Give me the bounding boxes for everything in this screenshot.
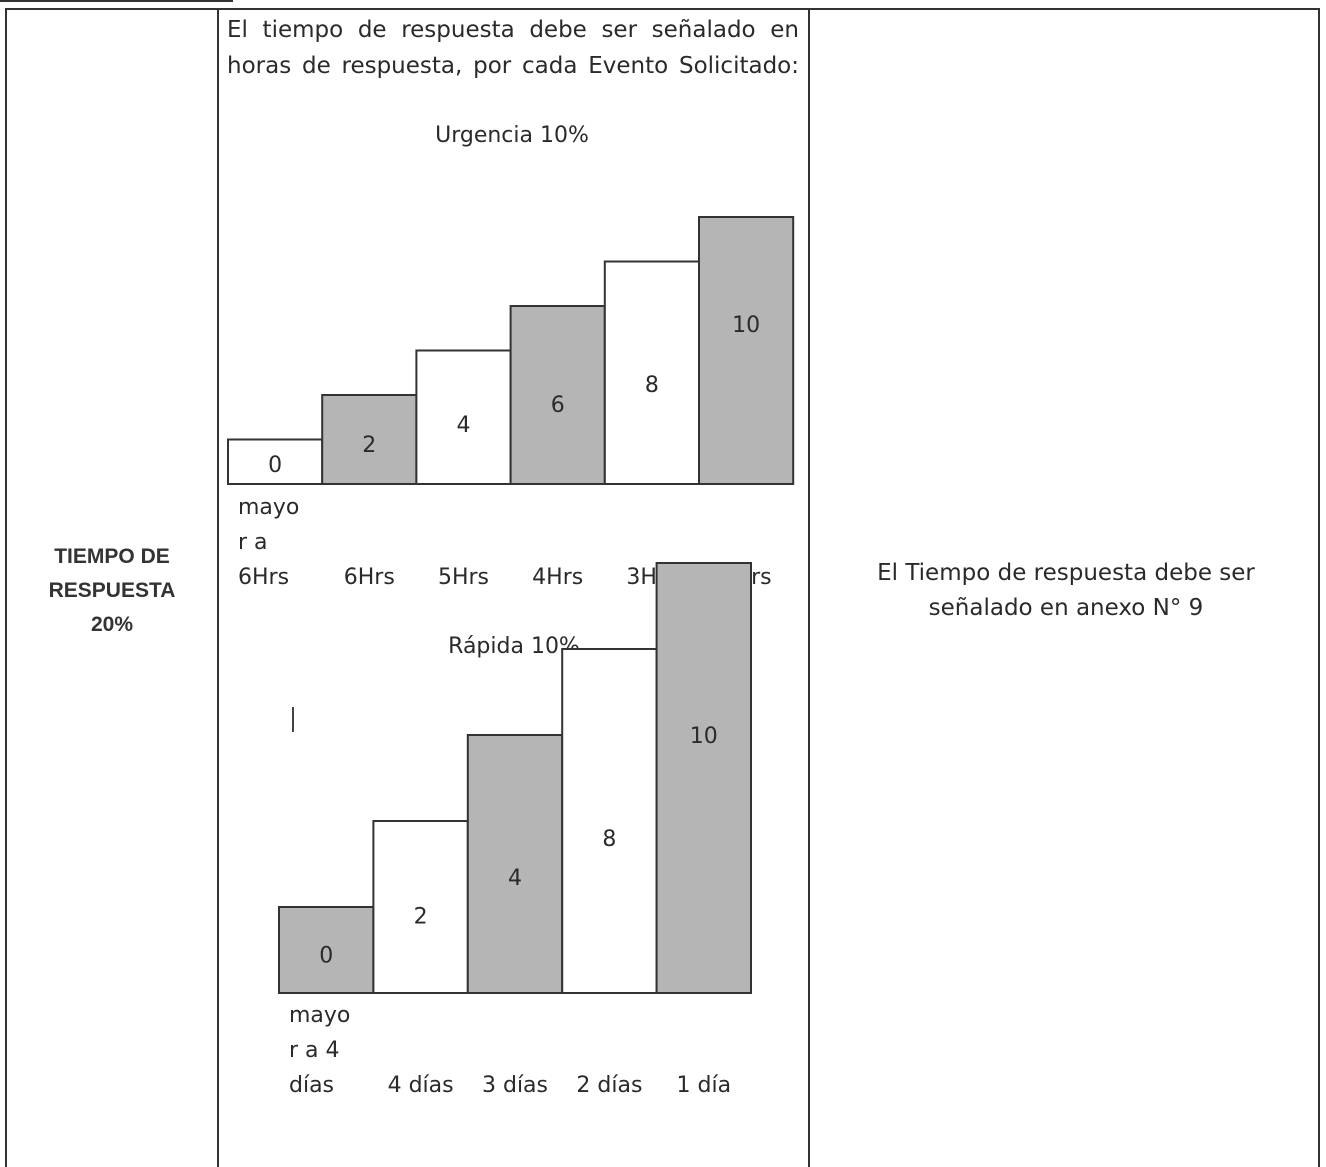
table-left-border: [5, 8, 7, 1167]
bar-value-label: 8: [645, 373, 659, 398]
bar-value-label: 4: [457, 413, 471, 438]
table-top-border: [5, 8, 1319, 10]
category-label: mayo: [289, 1003, 350, 1028]
category-label: r a 4: [289, 1038, 340, 1063]
chart-title: Urgencia 10%: [435, 123, 589, 148]
bar-value-label: 4: [508, 866, 522, 891]
criterion-label-line: TIEMPO DE: [54, 545, 170, 568]
column-divider-2: [808, 8, 810, 1167]
category-label: 4 días: [388, 1073, 454, 1098]
criterion-label: TIEMPO DE RESPUESTA 20%: [7, 540, 217, 642]
category-label: 3 días: [482, 1073, 548, 1098]
chart-bar: [655, 562, 752, 994]
verification-note: El Tiempo de respuesta debe ser señalado…: [812, 556, 1320, 626]
bar-value-label: 0: [319, 943, 333, 968]
bar-value-label: 0: [268, 453, 282, 478]
category-label: 5Hrs: [438, 565, 489, 590]
column-divider-1: [217, 8, 219, 1167]
description-line: horas de respuesta, por cada Evento Soli…: [227, 53, 799, 79]
chart-bar: [561, 648, 658, 994]
bar-value-label: 10: [690, 724, 718, 749]
category-label: 6Hrs: [238, 565, 289, 590]
category-label: mayo: [238, 495, 299, 520]
category-label: 6Hrs: [344, 565, 395, 590]
note-line: El Tiempo de respuesta debe ser: [877, 560, 1255, 586]
note-line: señalado en anexo N° 9: [928, 595, 1204, 621]
chart-bar: [509, 305, 606, 485]
bar-value-label: 2: [362, 433, 376, 458]
chart-title: Rápida 10%: [448, 634, 580, 659]
bar-value-label: 2: [414, 905, 428, 930]
chart-bar: [278, 906, 375, 994]
chart-bar: [372, 820, 469, 994]
bar-value-label: 10: [732, 313, 760, 338]
criterion-description: El tiempo de respuesta debe ser señalado…: [227, 12, 799, 84]
criterion-weight: 20%: [90, 613, 134, 636]
category-label: r a: [238, 530, 268, 555]
chart-bar: [466, 734, 564, 994]
category-label: 2 días: [576, 1073, 642, 1098]
stray-mark: [292, 707, 294, 732]
chart-bar: [415, 349, 512, 485]
bar-value-label: 6: [551, 393, 565, 418]
bar-value-label: 8: [602, 827, 616, 852]
chart-bar: [603, 260, 700, 485]
table-right-border: [1318, 8, 1320, 1167]
chart-bar: [698, 216, 795, 485]
description-line: El tiempo de respuesta debe ser señalado…: [227, 17, 799, 43]
category-label: días: [289, 1073, 334, 1098]
criterion-label-line: RESPUESTA: [48, 579, 176, 602]
category-label: 4Hrs: [532, 565, 583, 590]
category-label: 1 día: [677, 1073, 732, 1098]
table-top-stub: [0, 0, 233, 2]
